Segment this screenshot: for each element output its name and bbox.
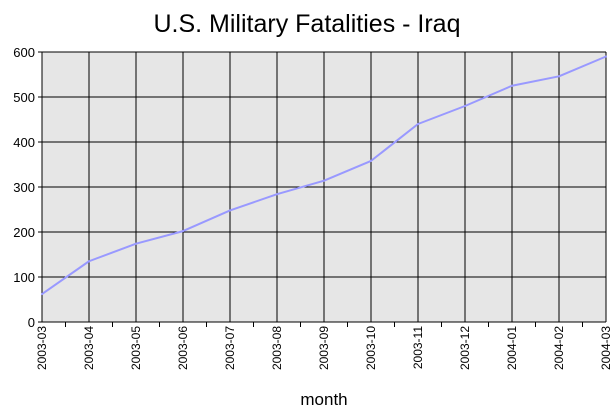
x-tick-label: 2003-03 <box>35 326 49 370</box>
data-point <box>511 84 513 87</box>
x-tick-label: 2003-10 <box>364 326 378 370</box>
data-point <box>229 209 231 212</box>
data-point <box>135 242 137 245</box>
data-point <box>370 159 372 162</box>
y-tick-label: 300 <box>13 180 35 195</box>
x-tick-label: 2003-12 <box>458 326 472 370</box>
x-tick-label: 2003-08 <box>270 326 284 370</box>
x-tick-label: 2003-04 <box>82 326 96 370</box>
y-tick-label: 500 <box>13 90 35 105</box>
x-tick-label: 2003-06 <box>176 326 190 370</box>
series-layer <box>41 55 607 296</box>
y-tick-label: 400 <box>13 135 35 150</box>
x-axis-ticks: 2003-03 2003-04 2003-05 2003-06 2003-07 2003-… <box>35 322 613 370</box>
x-tick-label: 2004-02 <box>552 326 566 370</box>
data-point <box>558 75 560 78</box>
data-point <box>464 105 466 107</box>
y-tick-label: 600 <box>13 45 35 60</box>
gridlines <box>42 51 607 322</box>
data-point <box>41 293 43 296</box>
x-tick-label: 2003-11 <box>411 326 425 369</box>
chart-title: U.S. Military Fatalities - Iraq <box>153 10 460 38</box>
y-tick-label: 0 <box>28 315 35 330</box>
data-point <box>88 260 90 263</box>
x-tick-label: 2003-05 <box>129 326 143 370</box>
data-point <box>276 193 278 196</box>
data-point <box>182 230 184 233</box>
x-tick-label: 2003-07 <box>223 326 237 370</box>
x-tick-label: 2004-01 <box>505 326 519 370</box>
data-point <box>323 179 325 182</box>
data-point <box>605 55 607 58</box>
data-point <box>417 123 419 125</box>
y-axis-ticks: 0 100 200 300 400 500 600 <box>13 45 42 330</box>
x-tick-label: 2004-03 <box>599 326 613 370</box>
y-tick-label: 200 <box>13 225 35 240</box>
x-tick-label: 2003-09 <box>317 326 331 370</box>
y-tick-label: 100 <box>13 270 35 285</box>
x-axis-label: month <box>300 390 347 409</box>
